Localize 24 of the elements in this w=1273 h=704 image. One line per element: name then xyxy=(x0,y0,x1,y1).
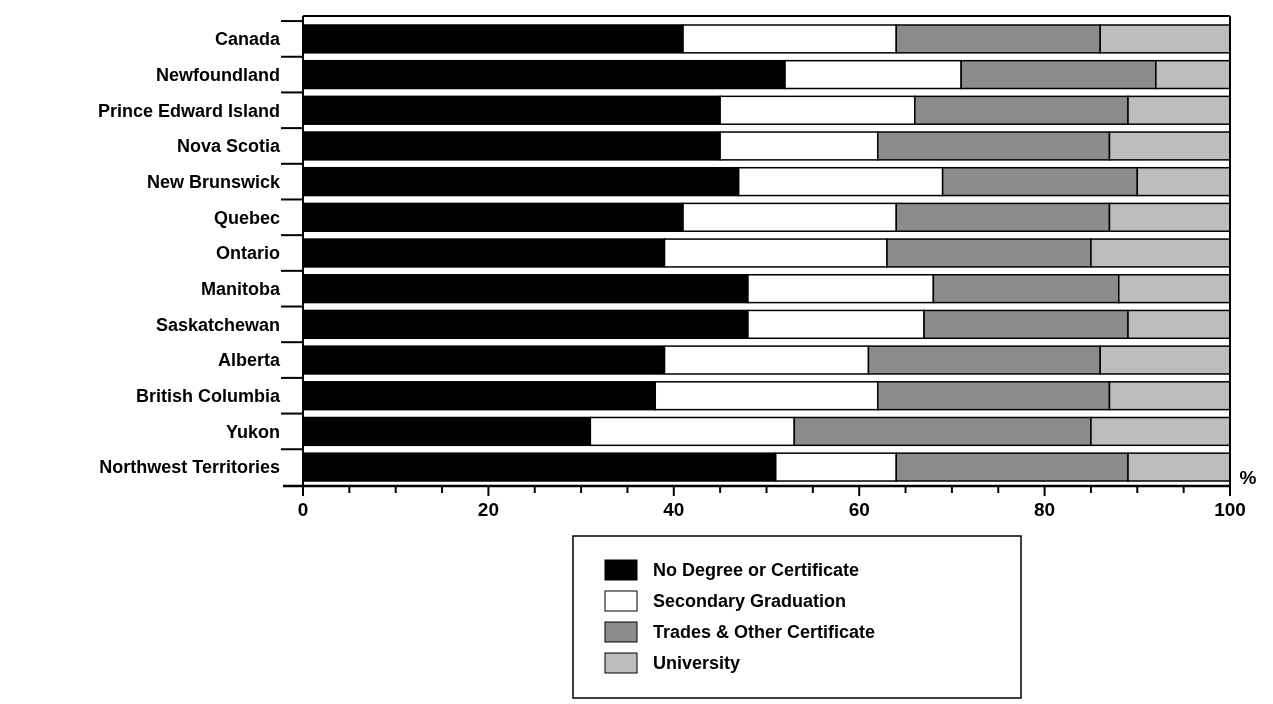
y-tick-label: Prince Edward Island xyxy=(97,100,280,121)
x-tick-label: 20 xyxy=(477,499,499,520)
x-tick-label: 80 xyxy=(1034,499,1056,520)
y-tick-label: New Brunswick xyxy=(146,171,281,192)
y-tick-label: Manitoba xyxy=(201,278,281,299)
y-tick-label: Newfoundland xyxy=(156,64,280,85)
y-tick-label: Canada xyxy=(214,29,281,50)
legend-label: University xyxy=(653,653,741,674)
x-tick-label: 100 xyxy=(1214,499,1246,520)
x-tick-label: 0 xyxy=(297,499,309,520)
legend-label: Secondary Graduation xyxy=(653,591,847,612)
legend-label: No Degree or Certificate xyxy=(653,560,860,581)
x-tick-label: 40 xyxy=(663,499,685,520)
y-tick-label: Ontario xyxy=(215,243,280,264)
x-axis-title: % xyxy=(1239,467,1257,488)
legend-label: Trades & Other Certificate xyxy=(653,622,876,643)
y-tick-label: Alberta xyxy=(217,350,281,371)
y-tick-label: British Columbia xyxy=(135,386,281,407)
y-tick-label: Yukon xyxy=(225,421,280,442)
y-tick-label: Saskatchewan xyxy=(155,314,280,335)
y-tick-label: Nova Scotia xyxy=(176,136,281,157)
y-tick-label: Northwest Territories xyxy=(99,457,280,478)
x-tick-label: 60 xyxy=(848,499,870,520)
y-tick-label: Quebec xyxy=(213,207,280,228)
